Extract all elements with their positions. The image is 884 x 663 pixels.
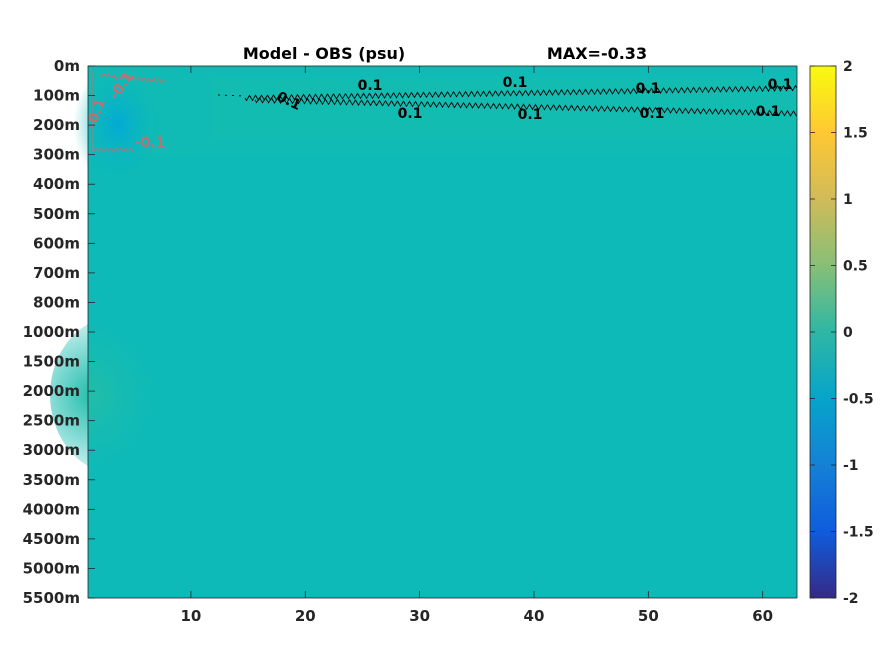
- y-tick-label: 600m: [33, 234, 80, 252]
- y-tick-label: 400m: [33, 175, 80, 193]
- plot-area: 0.1 0.1 0.1 0.10.10.1 0.1 0.1 0.1-0.1-0.1-0.1: [50, 65, 798, 599]
- x-tick-label: 50: [638, 607, 659, 625]
- y-tick-label: 2000m: [23, 382, 80, 400]
- y-tick-label: 800m: [33, 293, 80, 311]
- colorbar-tick-label: 0: [843, 325, 853, 341]
- colorbar-tick-label: -1.5: [843, 525, 874, 541]
- y-tick-label: 100m: [33, 87, 80, 105]
- colorbar-tick-label: -2: [843, 591, 859, 607]
- contour-label-positive: 0.1: [503, 75, 528, 91]
- contour-label-positive: 0.1: [518, 107, 543, 123]
- y-tick-label: 2500m: [23, 412, 80, 430]
- colorbar-tick-label: -1: [843, 458, 859, 474]
- contour-line-lower: [254, 96, 797, 117]
- x-tick-label: 60: [752, 607, 773, 625]
- x-tick-label: 40: [524, 607, 545, 625]
- contour-label-positive: 0.1: [398, 106, 423, 122]
- contour-lines: [91, 70, 798, 153]
- contour-label-positive: 0.1: [636, 81, 661, 97]
- contour-labels: 0.1 0.1 0.1 0.10.10.1 0.1 0.1 0.1-0.1-0.1-0.1: [83, 69, 792, 151]
- chart-title: Model - OBS (psu): [243, 44, 405, 63]
- y-tick-label: 4500m: [23, 530, 80, 548]
- y-axis-ticks: 0m 100m 200m 300m 400m 500m 600m 700m 800m 1000m 1…: [23, 57, 95, 607]
- y-tick-label: 4000m: [23, 500, 80, 518]
- y-tick-label: 700m: [33, 264, 80, 282]
- y-tick-label: 300m: [33, 146, 80, 164]
- contour-line-upper: [244, 84, 798, 102]
- contour-line-fragment: [217, 94, 246, 97]
- x-tick-label: 20: [295, 607, 316, 625]
- y-tick-label: 5500m: [23, 589, 80, 607]
- x-tick-label: 30: [409, 607, 430, 625]
- y-tick-label: 3000m: [23, 441, 80, 459]
- contour-label-positive: 0.1: [640, 106, 665, 122]
- contour-label-positive: 0.1: [756, 104, 781, 120]
- y-tick-label: 200m: [33, 116, 80, 134]
- colorbar: 2 1.5 1 0.5 0 -0.5 -1 -1.5 -2: [809, 59, 874, 607]
- y-tick-label: 500m: [33, 205, 80, 223]
- colorbar-tick-label: 0.5: [843, 259, 868, 275]
- contour-label-positive: 0.1: [358, 78, 383, 94]
- colorbar-tick-label: 2: [843, 59, 853, 75]
- negative-patch: [73, 65, 163, 185]
- x-tick-label: 10: [180, 607, 201, 625]
- y-tick-label: 1500m: [23, 353, 80, 371]
- max-annotation: MAX=-0.33: [547, 44, 647, 63]
- y-tick-label: 1000m: [23, 323, 80, 341]
- colorbar-tick-label: 1.5: [843, 126, 868, 142]
- x-axis-ticks: 10 20 30 40 50 60: [180, 66, 773, 625]
- colorbar-ticks: 2 1.5 1 0.5 0 -0.5 -1 -1.5 -2: [810, 59, 874, 607]
- y-tick-label: 5000m: [23, 559, 80, 577]
- upper-shading: [88, 66, 797, 156]
- y-tick-label: 3500m: [23, 471, 80, 489]
- contour-line-negative-top: [99, 73, 165, 84]
- colorbar-tick-label: 1: [843, 192, 853, 208]
- contour-line-negative: [91, 70, 134, 153]
- y-tick-label: 0m: [54, 57, 80, 75]
- colorbar-tick-label: -0.5: [843, 392, 874, 408]
- contour-label-positive: 0.1: [768, 77, 793, 93]
- contour-label-negative: -0.1: [135, 135, 166, 151]
- deep-positive-patch: [50, 315, 190, 475]
